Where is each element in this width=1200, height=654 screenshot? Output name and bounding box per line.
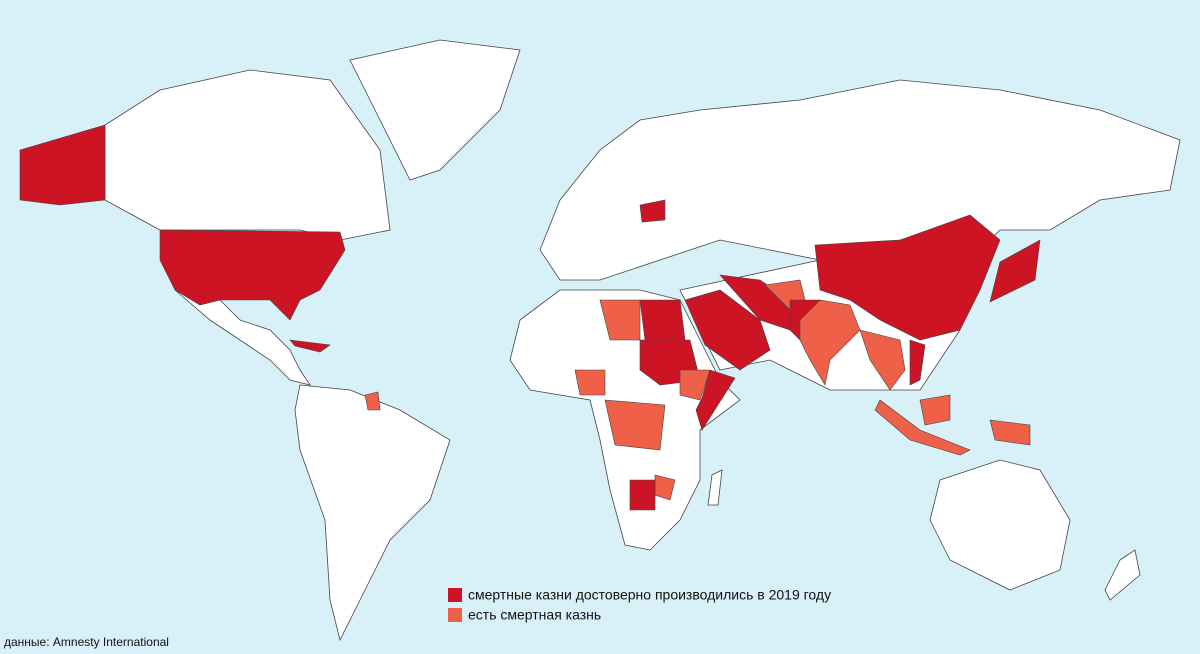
source-note: данные: Amnesty International [4, 635, 169, 649]
legend: смертные казни достоверно производились … [448, 587, 831, 623]
japan [989, 239, 1041, 303]
alaska [19, 124, 106, 206]
canada [104, 69, 391, 241]
countries [19, 124, 1041, 511]
cuba [289, 339, 331, 353]
egypt [639, 299, 686, 341]
greenland [349, 39, 521, 181]
belarus [639, 199, 666, 223]
new-zealand [1104, 549, 1141, 601]
south-america [294, 384, 451, 642]
borneo [919, 394, 951, 426]
legend-swatch [448, 588, 462, 602]
australia [929, 459, 1071, 591]
congo [604, 399, 666, 451]
china [814, 214, 1001, 341]
central-america [174, 289, 311, 386]
legend-label: смертные казни достоверно производились … [468, 587, 831, 603]
guyana [364, 391, 381, 411]
somalia [695, 369, 736, 431]
vietnam [909, 339, 926, 386]
nigeria [574, 369, 606, 396]
legend-label: есть смертная казнь [468, 607, 601, 623]
legend-swatch [448, 608, 462, 622]
new-guinea [989, 419, 1031, 446]
sumatra-java [874, 399, 971, 456]
botswana [629, 479, 656, 511]
ethiopia [679, 369, 711, 401]
thailand [859, 329, 906, 391]
india [799, 299, 861, 386]
eurasia [539, 79, 1181, 281]
saudi-arabia [684, 289, 771, 371]
madagascar [707, 469, 723, 506]
usa [159, 229, 346, 321]
